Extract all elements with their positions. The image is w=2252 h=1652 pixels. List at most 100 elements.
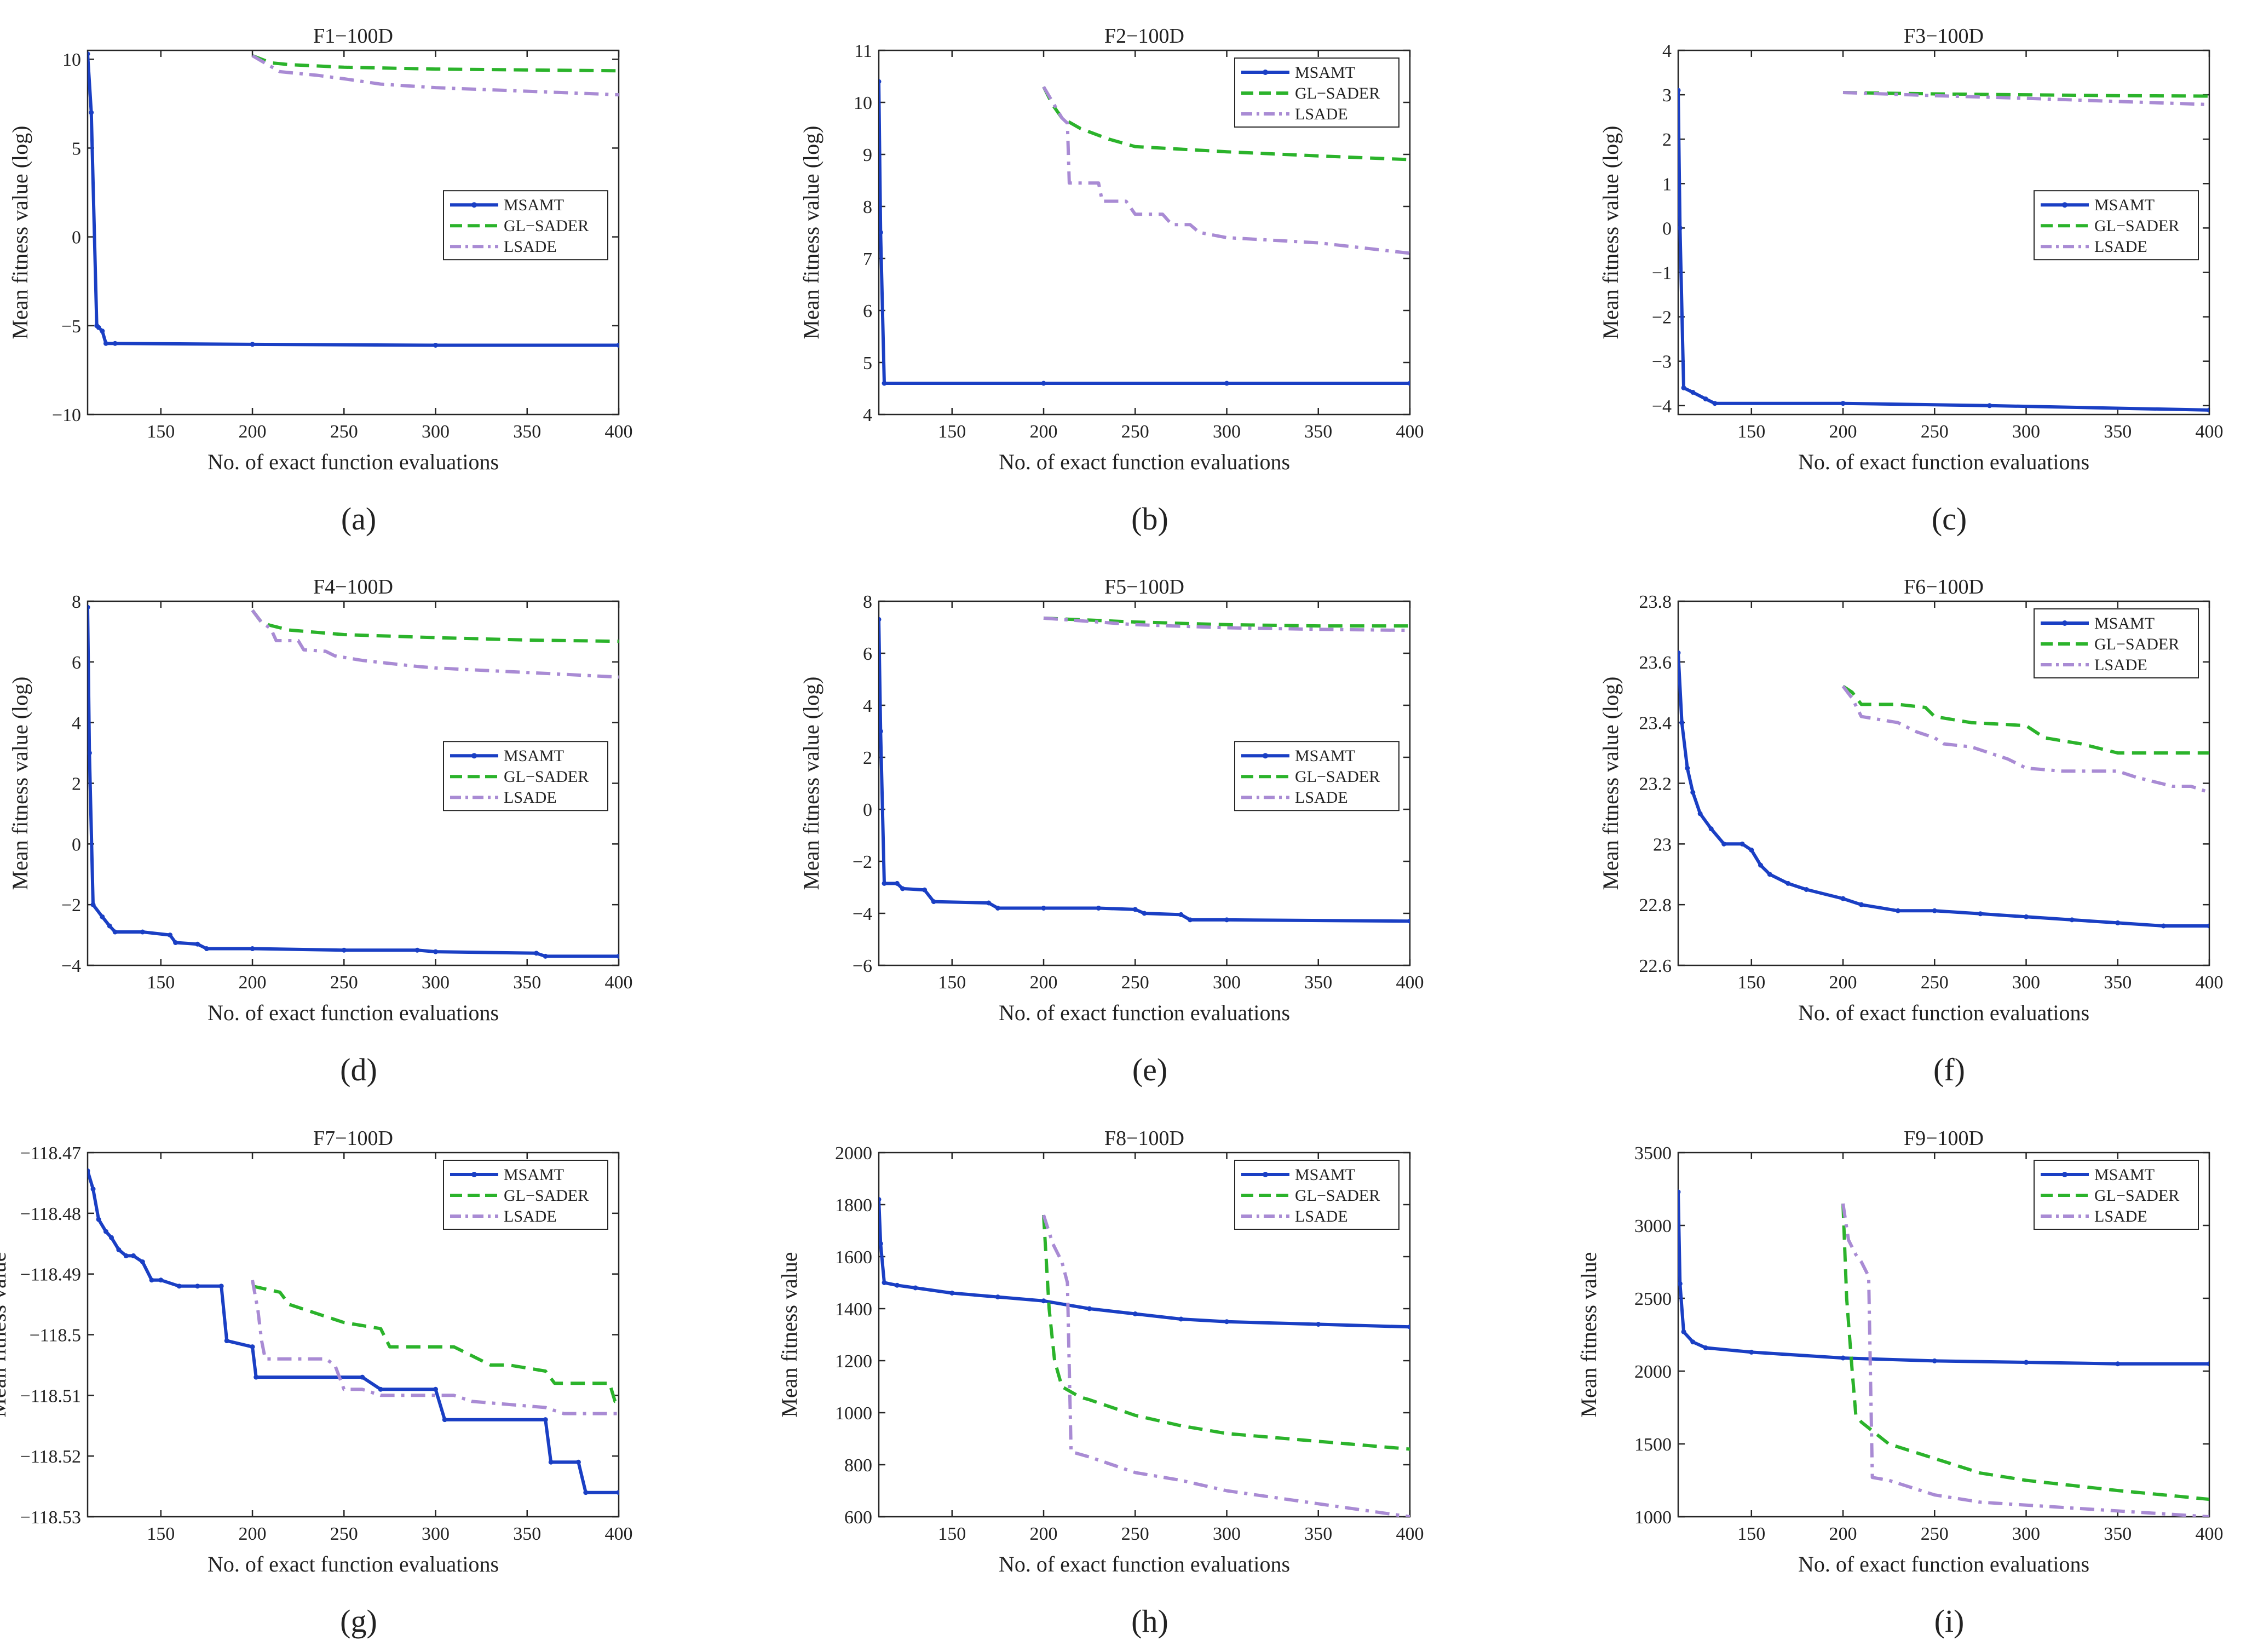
x-tick-label: 250 bbox=[330, 972, 358, 993]
legend-label: GL−SADER bbox=[2094, 1187, 2179, 1205]
panel-label: (g) bbox=[340, 1603, 377, 1639]
y-tick-label: 4 bbox=[1662, 41, 1672, 61]
chart-panel-e: 150 200 250 300 350 400 −6 −4 −2 0 2 4 6 8 F5−100D No. … bbox=[799, 575, 1424, 1087]
series-line-gl-sader bbox=[1043, 616, 1410, 628]
legend-label: MSAMT bbox=[504, 1166, 564, 1184]
series-point-msamt bbox=[583, 1490, 589, 1495]
series-line-lsade bbox=[1042, 1214, 1410, 1517]
series-point-msamt bbox=[218, 1283, 224, 1289]
panel-label: (b) bbox=[1131, 501, 1168, 537]
chart-title: F5−100D bbox=[1104, 575, 1184, 598]
series-point-msamt bbox=[88, 750, 92, 756]
legend-label: MSAMT bbox=[1295, 747, 1355, 765]
series-point-msamt bbox=[341, 947, 347, 953]
legend-marker-msamt bbox=[1263, 70, 1268, 75]
x-tick-label: 350 bbox=[513, 1524, 541, 1544]
series-point-msamt bbox=[378, 1386, 383, 1392]
series-point-msamt bbox=[1188, 917, 1193, 923]
x-axis-label: No. of exact function evaluations bbox=[999, 450, 1290, 474]
series-point-msamt bbox=[1840, 896, 1846, 901]
series-point-msamt bbox=[1678, 225, 1683, 231]
y-axis-label: Mean fitness value bbox=[0, 1252, 10, 1417]
series-point-msamt bbox=[1685, 765, 1690, 771]
y-tick-label: −6 bbox=[853, 956, 872, 976]
chart-title: F6−100D bbox=[1904, 575, 1984, 598]
y-tick-label: −4 bbox=[61, 956, 81, 976]
series-point-msamt bbox=[1721, 841, 1727, 847]
series-line-msamt bbox=[879, 81, 1410, 385]
x-tick-label: 300 bbox=[422, 972, 450, 993]
series-line-gl-sader bbox=[1842, 91, 2209, 98]
series-line-gl-sader bbox=[1042, 86, 1410, 162]
legend-label: MSAMT bbox=[2094, 1166, 2155, 1184]
y-axis-label: Mean fitness value bbox=[1576, 1252, 1601, 1417]
y-tick-label: 0 bbox=[72, 834, 81, 855]
y-axis-label: Mean fitness value (log) bbox=[1598, 126, 1623, 339]
y-tick-label: 0 bbox=[72, 228, 81, 248]
series-point-msamt bbox=[1767, 872, 1772, 877]
series-line-gl-sader bbox=[251, 54, 619, 73]
x-tick-label: 400 bbox=[1396, 1524, 1424, 1544]
legend: MSAMT GL−SADER LSADE bbox=[443, 741, 608, 811]
y-tick-label: −2 bbox=[1652, 308, 1672, 328]
y-tick-label: −1 bbox=[1652, 263, 1672, 283]
legend-label: MSAMT bbox=[1295, 64, 1355, 82]
chart-panel-c: 150 200 250 300 350 400 −4 −3 −2 −1 0 1 2 3 4 F3−100D No… bbox=[1598, 25, 2224, 537]
series-line-gl-sader bbox=[1841, 1203, 2209, 1501]
series-point-msamt bbox=[2207, 923, 2209, 929]
series-point-msamt bbox=[1703, 1345, 1708, 1350]
legend-label: LSADE bbox=[504, 788, 557, 807]
series-point-msamt bbox=[1096, 906, 1101, 911]
x-axis-label: No. of exact function evaluations bbox=[208, 1552, 499, 1576]
series-point-msamt bbox=[112, 341, 118, 346]
chart-title: F4−100D bbox=[313, 575, 393, 598]
legend-label: GL−SADER bbox=[504, 217, 589, 235]
series-point-msamt bbox=[616, 342, 619, 348]
x-tick-label: 300 bbox=[1213, 1524, 1241, 1544]
series-point-msamt bbox=[879, 1197, 882, 1202]
series-point-msamt bbox=[90, 1187, 96, 1191]
chart-title: F9−100D bbox=[1904, 1127, 1984, 1150]
chart-panel-g: 150 200 250 300 350 400 −118.53 −118.52 −118.51 −… bbox=[0, 1127, 633, 1639]
legend-label: GL−SADER bbox=[1295, 84, 1380, 102]
x-tick-label: 400 bbox=[1396, 422, 1424, 442]
legend-marker-msamt bbox=[1263, 1172, 1268, 1177]
legend-label: LSADE bbox=[2094, 656, 2147, 674]
series-point-msamt bbox=[168, 933, 173, 938]
legend-label: GL−SADER bbox=[2094, 217, 2179, 235]
series-point-msamt bbox=[1690, 1339, 1696, 1345]
x-tick-label: 150 bbox=[147, 972, 175, 993]
series-point-msamt bbox=[1678, 650, 1681, 655]
panel-label: (f) bbox=[1933, 1052, 1965, 1087]
x-tick-label: 150 bbox=[938, 972, 966, 993]
y-axis-label: Mean fitness value (log) bbox=[799, 126, 823, 339]
x-tick-label: 250 bbox=[1921, 972, 1949, 993]
series-line-lsade bbox=[1841, 685, 2209, 794]
x-tick-label: 250 bbox=[330, 422, 358, 442]
series-point-msamt bbox=[1758, 862, 1764, 868]
series-point-msamt bbox=[1041, 1298, 1046, 1304]
x-tick-label: 350 bbox=[513, 422, 541, 442]
x-tick-label: 300 bbox=[422, 422, 450, 442]
chart-title: F2−100D bbox=[1104, 25, 1184, 48]
series-point-msamt bbox=[1681, 385, 1686, 390]
x-tick-label: 250 bbox=[1121, 1524, 1149, 1544]
y-tick-label: −118.47 bbox=[20, 1143, 81, 1164]
series-point-msamt bbox=[2115, 1361, 2121, 1367]
series-point-msamt bbox=[2069, 917, 2075, 923]
series-point-msamt bbox=[442, 1417, 447, 1423]
series-point-msamt bbox=[1224, 917, 1230, 923]
series-point-msamt bbox=[879, 729, 883, 734]
legend: MSAMT GL−SADER LSADE bbox=[1234, 1160, 1399, 1230]
x-tick-label: 200 bbox=[239, 422, 267, 442]
y-tick-label: 2500 bbox=[1634, 1289, 1672, 1309]
series-point-msamt bbox=[123, 1253, 129, 1258]
series-point-msamt bbox=[250, 1344, 255, 1350]
x-tick-label: 350 bbox=[513, 972, 541, 993]
series-point-msamt bbox=[1786, 880, 1791, 886]
series-point-msamt bbox=[1407, 381, 1410, 386]
y-tick-label: 1500 bbox=[1634, 1435, 1672, 1455]
series-point-msamt bbox=[158, 1277, 164, 1283]
series-point-msamt bbox=[1041, 906, 1046, 911]
series-point-msamt bbox=[1804, 887, 1809, 892]
